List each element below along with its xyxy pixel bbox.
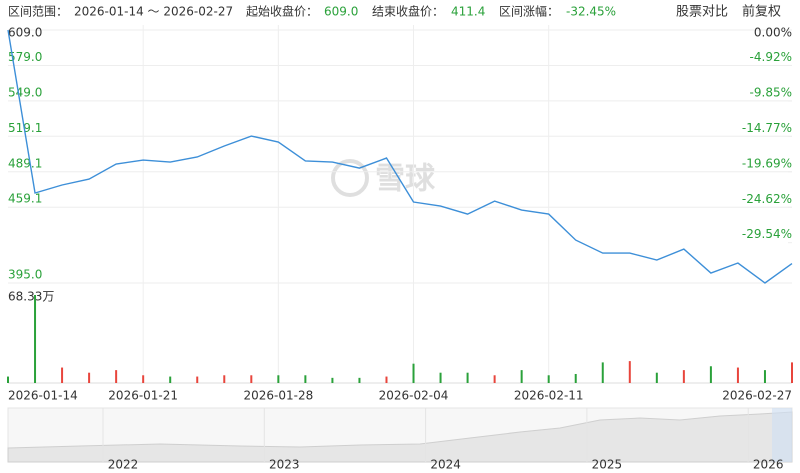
volume-bar — [439, 372, 442, 383]
volume-bar — [88, 372, 91, 383]
end-label: 结束收盘价： — [372, 4, 444, 19]
volume-bar — [466, 372, 469, 383]
volume-bar — [358, 377, 361, 383]
volume-bar — [223, 375, 226, 383]
x-tick-label: 2026-01-21 — [108, 389, 178, 403]
volume-bar — [709, 366, 712, 383]
y-tick-label: 519.1 — [8, 121, 42, 135]
navigator-selection[interactable] — [772, 408, 792, 462]
x-tick-label: 2026-02-04 — [379, 389, 449, 403]
start-value: 609.0 — [324, 5, 358, 19]
x-tick-label: 2026-01-28 — [243, 389, 313, 403]
watermark-text: 雪球 — [375, 162, 436, 197]
adjust-button[interactable]: 前复权 — [742, 4, 781, 20]
volume-bar — [142, 375, 145, 383]
volume-bar — [682, 370, 685, 383]
watermark-logo — [331, 159, 369, 197]
volume-bar — [763, 370, 766, 383]
y2-tick-label: 0.00% — [754, 26, 792, 40]
end-value: 411.4 — [451, 5, 485, 19]
volume-bar — [250, 375, 253, 383]
y2-tick-label: -14.77% — [742, 121, 792, 135]
y2-tick-label: -24.62% — [742, 192, 792, 206]
volume-bar — [277, 375, 280, 383]
navigator-label: 2025 — [592, 458, 623, 472]
volume-bar — [601, 362, 604, 383]
volume-bar — [493, 375, 496, 383]
volume-bar — [655, 372, 658, 383]
range-label: 区间范围： — [8, 5, 68, 19]
range: 2026-01-14 ～ 2026-02-27 — [74, 5, 233, 19]
volume-bar — [115, 370, 118, 383]
volume-bar — [520, 370, 523, 383]
volume-bar — [331, 377, 334, 383]
volume-bar — [7, 376, 9, 383]
change-label: 区间涨幅： — [499, 4, 559, 19]
y2-tick-label: -19.69% — [742, 156, 792, 170]
volume-bar — [385, 376, 388, 383]
watermark: 雪球 — [331, 159, 436, 197]
price-line — [7, 29, 793, 284]
volume-bar — [34, 295, 37, 383]
x-tick-label: 2026-01-14 — [8, 389, 78, 403]
y-tick-label: 489.1 — [8, 156, 42, 170]
y-tick-label: 549.0 — [8, 85, 42, 99]
volume-bar — [196, 376, 199, 383]
volume-bar — [791, 362, 793, 383]
change-value: -32.45% — [566, 5, 616, 19]
y2-tick-label: -9.85% — [750, 85, 792, 99]
volume-bar — [736, 367, 739, 383]
y-tick-label: 459.1 — [8, 192, 42, 206]
x-tick-label: 2026-02-27 — [722, 389, 792, 403]
y-tick-label: 579.0 — [8, 50, 42, 64]
volume-bar — [169, 376, 172, 383]
navigator-label: 2023 — [269, 458, 300, 472]
start-label: 起始收盘价： — [246, 4, 318, 19]
x-tick-label: 2026-02-11 — [514, 389, 584, 403]
y-tick-label: 609.0 — [8, 26, 42, 40]
y2-tick-label: -4.92% — [750, 50, 792, 64]
volume-bar — [547, 375, 550, 383]
navigator-label: 2026 — [753, 458, 784, 472]
compare-button[interactable]: 股票对比 — [676, 5, 728, 20]
navigator-label: 2024 — [430, 458, 461, 472]
y-tick-label: 395.0 — [8, 268, 42, 282]
volume-bar — [574, 373, 577, 383]
volume-bar — [61, 367, 64, 383]
y2-tick-label: -29.54% — [742, 227, 792, 241]
volume-bar — [628, 361, 631, 383]
volume-bar — [412, 363, 415, 383]
navigator-label: 2022 — [108, 458, 139, 472]
volume-tick-label: 68.33万 — [8, 290, 54, 304]
volume-bar — [304, 375, 307, 383]
